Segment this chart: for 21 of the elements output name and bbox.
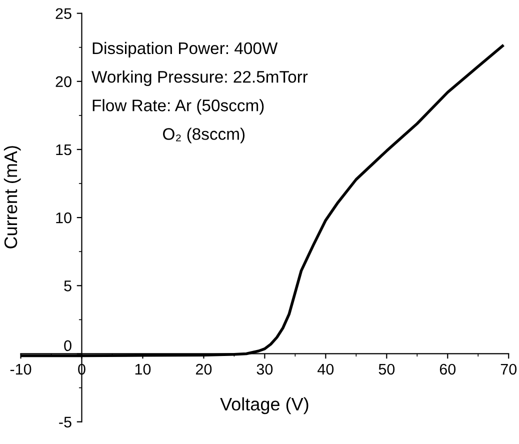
annotation: Dissipation Power: 400W bbox=[92, 42, 278, 58]
x-tick-label: -10 bbox=[10, 364, 32, 375]
x-tick-label: 40 bbox=[318, 364, 334, 375]
x-axis-title: Voltage (V) bbox=[220, 397, 308, 414]
annotation: Working Pressure: 22.5mTorr bbox=[92, 70, 308, 86]
x-tick-label: 60 bbox=[440, 364, 456, 375]
x-tick-label: 30 bbox=[256, 364, 273, 375]
y-tick-label: 5 bbox=[64, 280, 72, 292]
annotation: O₂ (8sccm) bbox=[163, 128, 245, 144]
x-tick-label: 20 bbox=[196, 364, 212, 375]
annotation: Flow Rate: Ar (50sccm) bbox=[92, 99, 264, 115]
x-tick-label: 50 bbox=[378, 364, 395, 375]
y-tick-label: 25 bbox=[56, 8, 72, 20]
y-axis-title: Current (mA) bbox=[4, 146, 21, 248]
y-tick-label: 20 bbox=[56, 76, 72, 88]
x-tick-label: 70 bbox=[500, 364, 517, 375]
y-tick-label: 0 bbox=[64, 340, 72, 352]
x-tick-label: 10 bbox=[135, 364, 151, 375]
y-tick-label: 15 bbox=[56, 144, 72, 156]
y-tick-label: 10 bbox=[56, 212, 72, 224]
y-tick-label: -5 bbox=[59, 416, 72, 428]
